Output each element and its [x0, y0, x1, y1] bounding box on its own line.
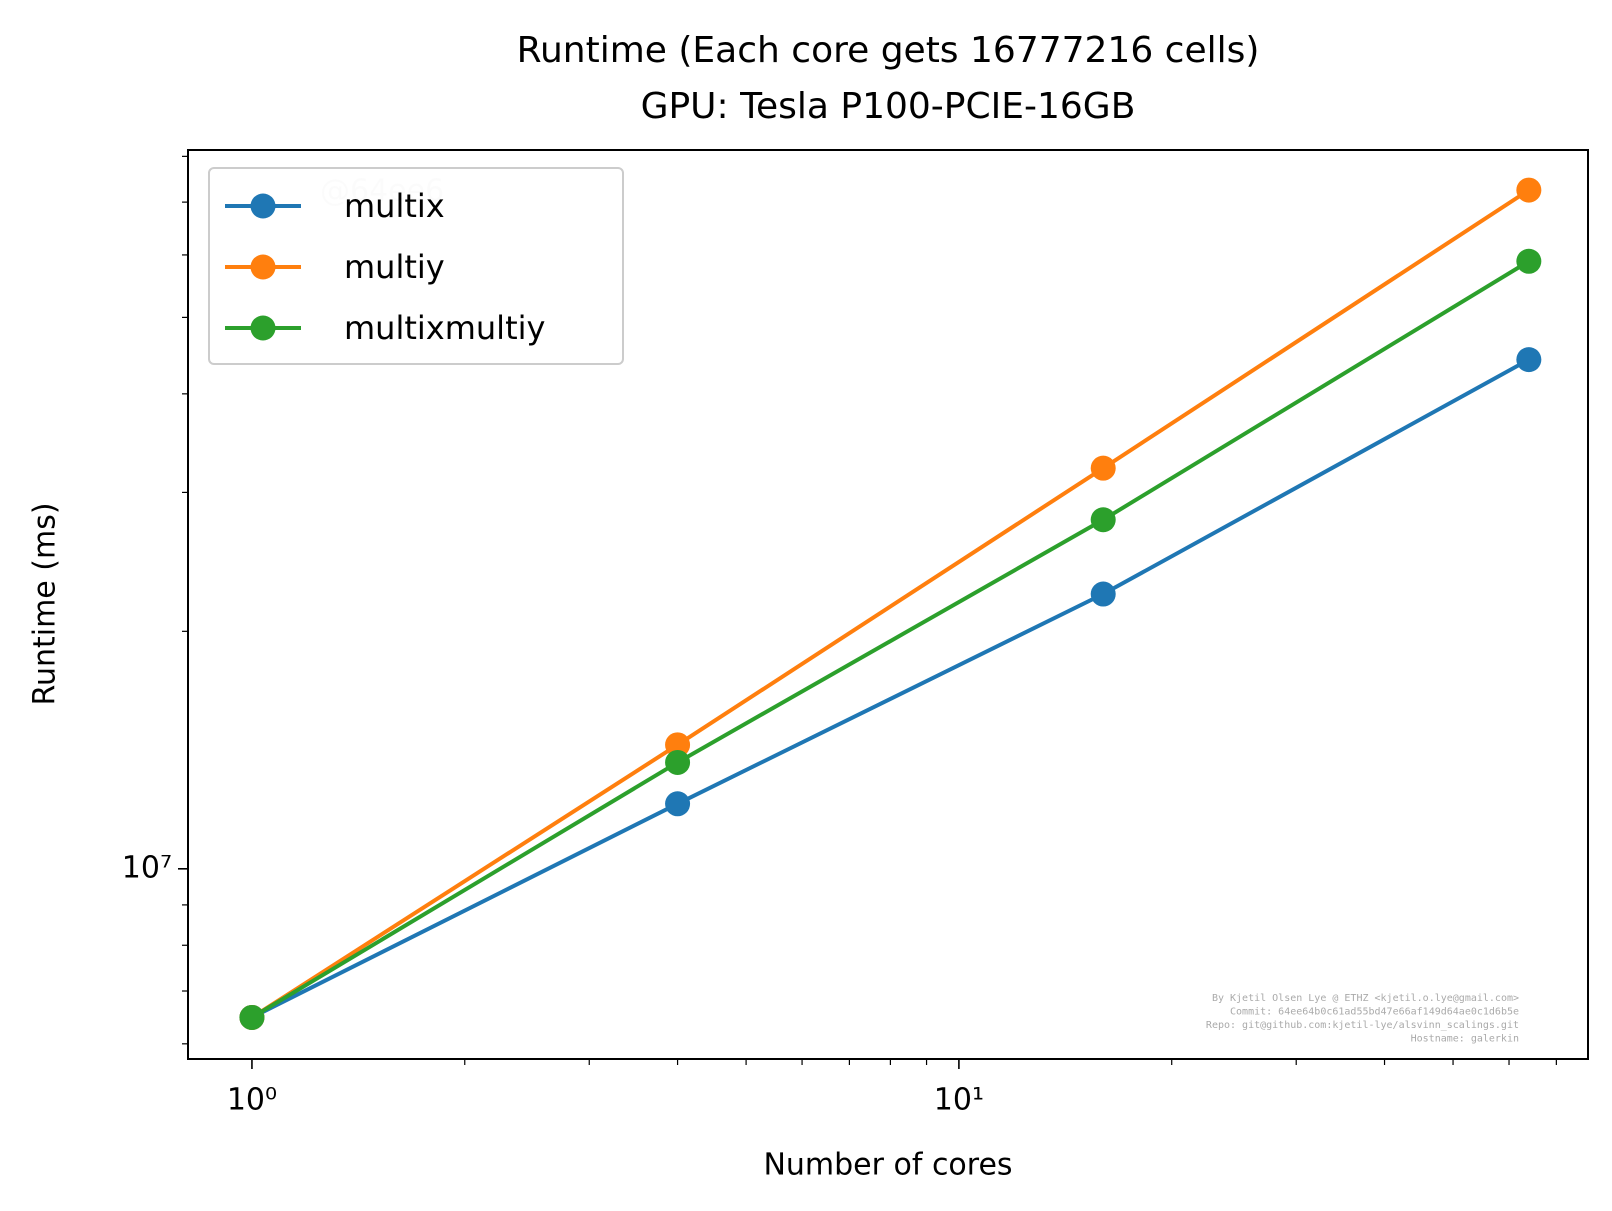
footer-note: By Kjetil Olsen Lye @ ETHZ <kjetil.o.lye… [1212, 993, 1519, 1004]
legend-marker [250, 315, 276, 341]
plot-frame [187, 149, 1589, 1060]
legend-label: multixmultiy [344, 309, 545, 347]
footer-note: Repo: git@github.com:kjetil-lye/alsvinn_… [1206, 1020, 1519, 1031]
legend-label: multix [344, 187, 445, 225]
data-point [1516, 347, 1542, 373]
data-point [665, 749, 691, 775]
chart-title: Runtime (Each core gets 16777216 cells) [517, 30, 1260, 71]
data-point [1090, 507, 1116, 533]
data-point [1090, 455, 1116, 481]
series-line [251, 357, 1530, 1020]
footer-note: Commit: 64ee64b0c61ad55bd47e66af149d64ae… [1230, 1007, 1519, 1018]
chart-subtitle: GPU: Tesla P100-PCIE-16GB [641, 86, 1136, 127]
legend-box [208, 167, 624, 365]
footer-note: Hostname: galerkin [1411, 1034, 1519, 1045]
data-point [1516, 177, 1542, 203]
series-line [250, 259, 1530, 1020]
data-point [1516, 248, 1542, 274]
legend-label: multiy [344, 248, 445, 286]
data-point [665, 791, 691, 817]
legend-marker [250, 254, 276, 280]
y-tick-label: 10⁷ [122, 850, 172, 885]
y-axis-label: Runtime (ms) [28, 502, 63, 705]
legend-marker [250, 193, 276, 219]
x-axis-label: Number of cores [763, 1148, 1012, 1183]
data-point [239, 1004, 265, 1030]
series-line [250, 188, 1530, 1020]
x-tick-label: 10¹ [934, 1083, 984, 1118]
x-tick-label: 10⁰ [227, 1083, 277, 1118]
data-point [1090, 581, 1116, 607]
data-point [665, 732, 691, 758]
